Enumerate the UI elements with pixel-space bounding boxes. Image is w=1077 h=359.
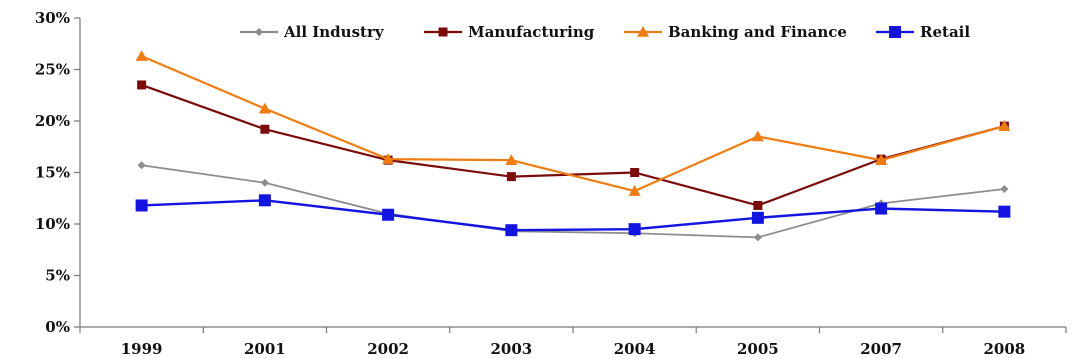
data-point — [382, 153, 395, 164]
series-line — [141, 83, 1005, 207]
legend-label: All Industry — [283, 23, 385, 41]
series-banking-and-finance — [135, 50, 1011, 196]
ticks: 0% 5% 10% 15% 20% 25% 30% 1999 2001 2002 2003 2004 2… — [35, 9, 1067, 358]
x-tick-label: 2005 — [737, 340, 779, 358]
x-tick-label: 2007 — [860, 340, 902, 358]
x-tick-label: 2003 — [491, 340, 533, 358]
data-point — [998, 205, 1011, 218]
legend-entry: Manufacturing — [424, 23, 595, 41]
data-point — [875, 202, 888, 215]
data-point — [258, 102, 271, 114]
data-point — [382, 208, 395, 221]
y-tick-label: 30% — [35, 9, 70, 27]
data-point — [135, 50, 148, 61]
legend-entry: Retail — [876, 23, 970, 41]
series-layer — [135, 50, 1011, 242]
y-tick-label: 0% — [45, 318, 70, 336]
series-manufacturing — [137, 80, 1009, 210]
y-tick-label: 5% — [45, 267, 70, 285]
data-point — [260, 178, 269, 187]
series-retail — [135, 194, 1011, 237]
data-point — [628, 223, 641, 236]
data-point — [506, 172, 516, 182]
data-point — [260, 124, 270, 134]
x-tick-label: 2008 — [984, 340, 1026, 358]
data-point — [628, 185, 641, 196]
data-point — [630, 168, 640, 177]
data-point — [753, 233, 762, 242]
legend-label: Banking and Finance — [668, 23, 847, 41]
series-line — [141, 199, 1005, 232]
data-point — [505, 224, 518, 237]
x-tick-label: 2001 — [244, 340, 286, 358]
x-tick-label: 2004 — [614, 340, 656, 358]
legend-label: Manufacturing — [468, 23, 595, 41]
y-tick-label: 10% — [35, 215, 70, 233]
series-line — [141, 55, 1005, 193]
x-tick-label: 1999 — [121, 340, 163, 358]
data-point — [875, 154, 888, 165]
legend-entry: All Industry — [240, 23, 385, 41]
data-point — [135, 199, 148, 212]
legend-marker — [637, 26, 649, 37]
legend-marker — [255, 28, 263, 36]
data-point — [751, 130, 764, 142]
data-point — [258, 194, 271, 207]
y-tick-label: 15% — [35, 164, 70, 182]
legend-marker — [889, 26, 901, 38]
legend-label: Retail — [920, 23, 970, 41]
data-point — [137, 80, 147, 90]
legend-entry: Banking and Finance — [624, 23, 847, 41]
legend: All Industry Manufacturing Banking and Fin… — [240, 23, 970, 41]
data-point — [1000, 184, 1009, 193]
y-tick-label: 20% — [35, 112, 70, 130]
data-point — [751, 211, 764, 224]
data-point — [998, 120, 1011, 131]
data-point — [137, 161, 146, 170]
data-point — [505, 154, 518, 165]
data-point — [753, 200, 763, 210]
y-tick-label: 25% — [35, 61, 70, 79]
axes — [79, 18, 1066, 328]
x-tick-label: 2002 — [367, 340, 409, 358]
legend-marker — [438, 27, 448, 37]
